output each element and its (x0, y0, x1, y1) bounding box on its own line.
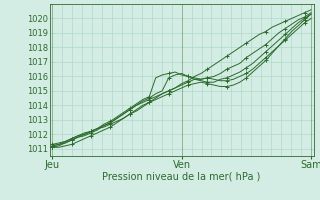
X-axis label: Pression niveau de la mer( hPa ): Pression niveau de la mer( hPa ) (102, 172, 261, 182)
